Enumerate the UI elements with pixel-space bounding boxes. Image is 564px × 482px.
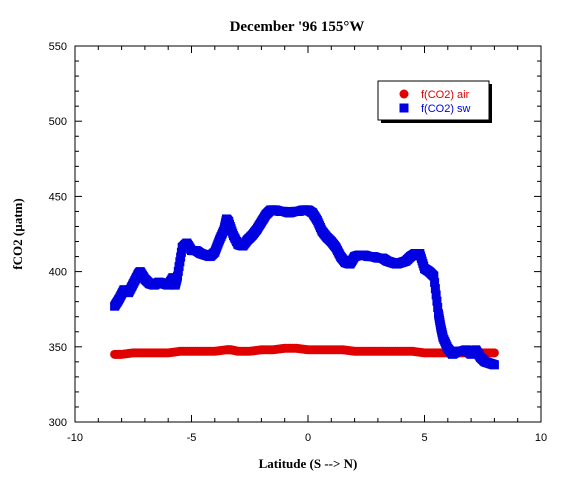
data-point-sw xyxy=(430,284,440,294)
y-tick-label: 500 xyxy=(49,116,67,128)
data-point-sw xyxy=(175,257,185,267)
data-point-sw xyxy=(430,277,440,287)
axes: -10 -5 0 5 10 300 350 400 450 500 550 xyxy=(49,41,547,444)
data-point-sw xyxy=(173,271,183,281)
data-point-sw xyxy=(429,271,439,281)
data-point-sw xyxy=(173,266,183,276)
data-point-sw xyxy=(174,262,184,272)
data-point-sw xyxy=(432,296,442,306)
legend-air-marker xyxy=(399,89,409,99)
legend-sw-marker xyxy=(399,103,409,113)
y-axis-label: fCO2 (µatm) xyxy=(10,198,25,269)
data-point-sw xyxy=(431,290,441,300)
x-tick-label: 0 xyxy=(305,432,311,444)
series-air xyxy=(110,343,499,359)
y-tick-label: 400 xyxy=(49,267,67,279)
legend-air-label: f(CO2) air xyxy=(421,89,470,101)
y-tick-label: 550 xyxy=(49,41,67,53)
y-tick-label: 350 xyxy=(49,342,67,354)
series-sw xyxy=(110,205,499,370)
x-tick-label: 5 xyxy=(421,432,427,444)
y-tick-label: 450 xyxy=(49,191,67,203)
data-point-sw xyxy=(176,247,186,257)
data-point-sw xyxy=(176,252,186,262)
legend-box xyxy=(377,80,490,121)
data-point-sw xyxy=(433,302,443,312)
y-tick-label: 300 xyxy=(49,417,67,429)
data-point-air xyxy=(489,348,499,358)
x-tick-label: -5 xyxy=(187,432,197,444)
data-point-sw xyxy=(489,360,499,370)
legend: f(CO2) air f(CO2) sw xyxy=(377,80,492,123)
x-axis-label: Latitude (S --> N) xyxy=(259,456,358,471)
x-tick-label: -10 xyxy=(67,432,83,444)
chart-title: December '96 155°W xyxy=(230,19,365,35)
legend-sw-label: f(CO2) sw xyxy=(421,103,471,115)
x-tick-label: 10 xyxy=(535,432,547,444)
